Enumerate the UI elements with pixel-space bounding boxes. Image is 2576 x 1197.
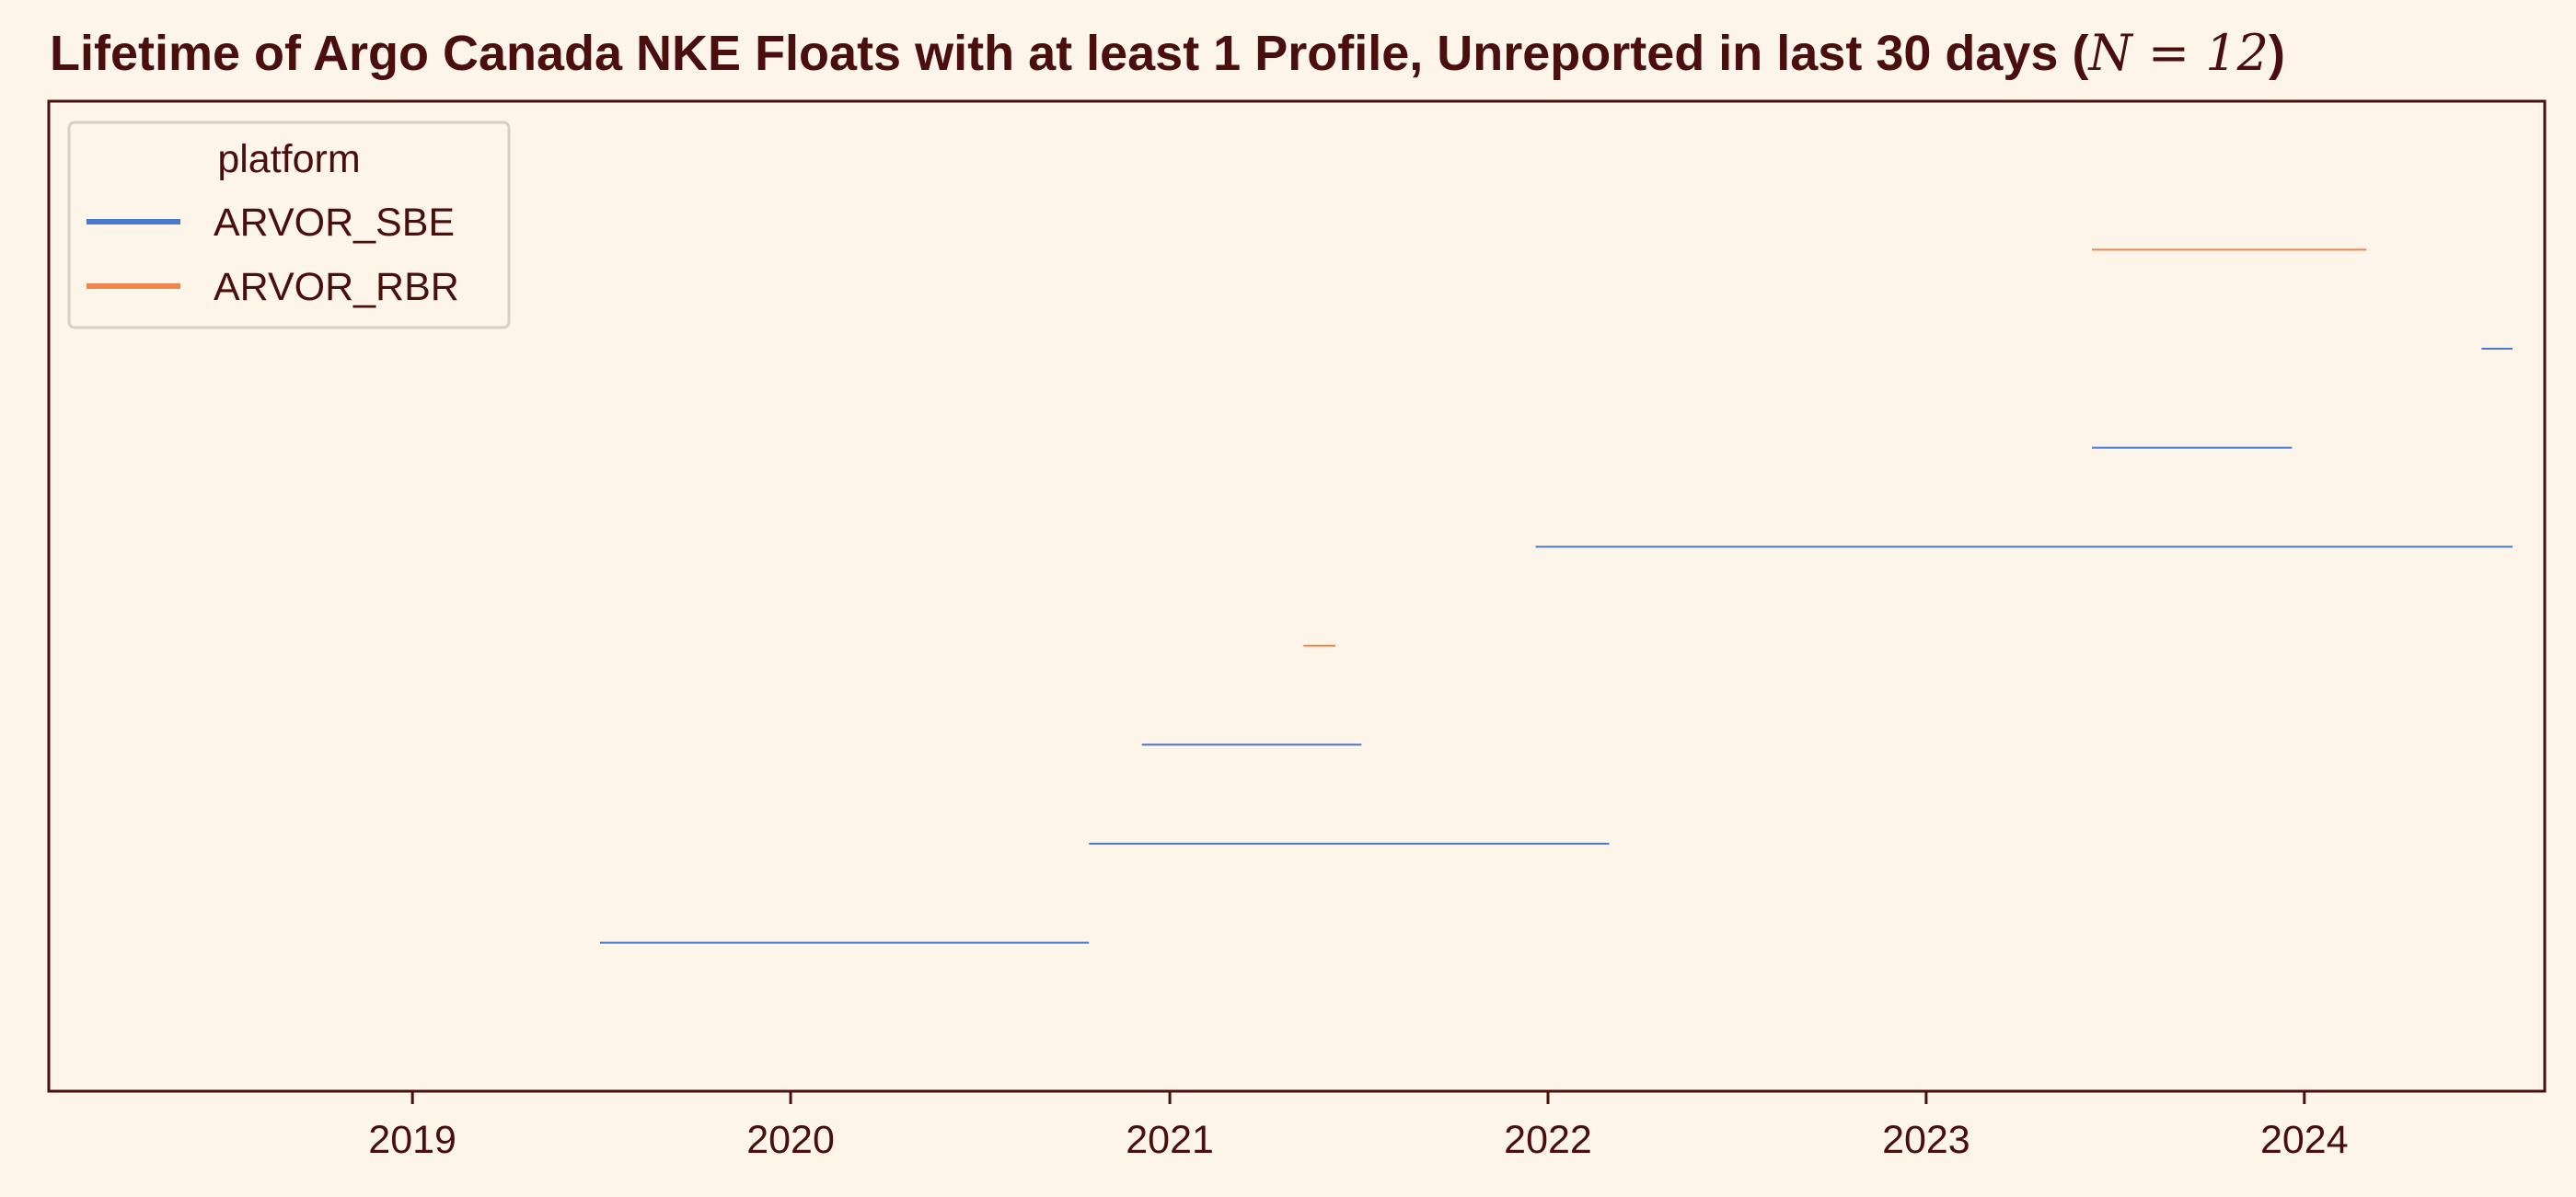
legend-label-sbe: ARVOR_SBE bbox=[214, 201, 455, 245]
x-tick-label-2019: 2019 bbox=[368, 1118, 456, 1162]
x-tick-label-2023: 2023 bbox=[1882, 1118, 1970, 1162]
x-tick-label-2021: 2021 bbox=[1126, 1118, 1214, 1162]
legend: platform ARVOR_SBE ARVOR_RBR bbox=[67, 121, 511, 329]
x-tick-label-2022: 2022 bbox=[1504, 1118, 1592, 1162]
legend-box bbox=[67, 121, 511, 329]
chart-title: Lifetime of Argo Canada NKE Floats with … bbox=[50, 24, 2285, 82]
x-tick-label-2024: 2024 bbox=[2260, 1118, 2349, 1162]
chart-title-suffix: ) bbox=[2269, 26, 2285, 81]
plot-area bbox=[47, 99, 2547, 1093]
x-axis: 2019 2020 2021 2022 2023 2024 bbox=[368, 1091, 2349, 1162]
legend-title: platform bbox=[217, 137, 360, 181]
timeline-segments bbox=[599, 248, 2513, 944]
chart-title-prefix: Lifetime of Argo Canada NKE Floats with … bbox=[50, 26, 2088, 81]
legend-label-rbr: ARVOR_RBR bbox=[214, 265, 459, 309]
chart-title-math: N = 12 bbox=[2086, 24, 2269, 82]
x-tick-label-2020: 2020 bbox=[746, 1118, 835, 1162]
